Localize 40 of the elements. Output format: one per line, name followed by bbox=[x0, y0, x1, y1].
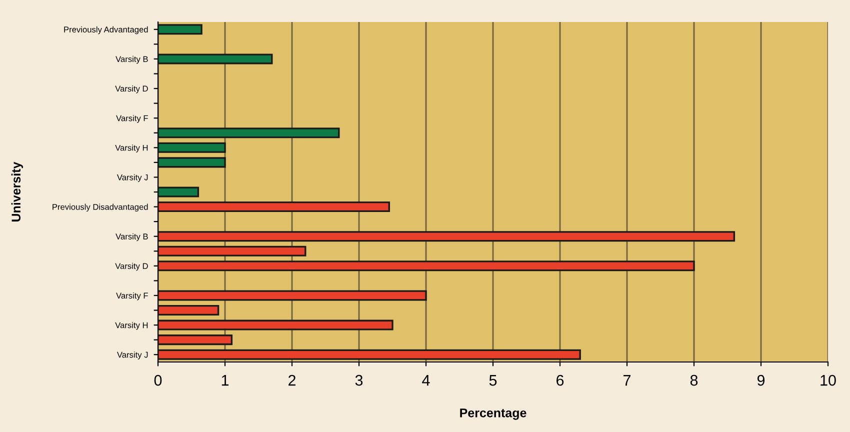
bar bbox=[158, 349, 581, 360]
y-tick-label: Varsity J bbox=[116, 174, 148, 182]
y-tick-label: Varsity H bbox=[115, 322, 148, 330]
bar bbox=[158, 246, 306, 256]
y-tick-label: Varsity D bbox=[115, 262, 148, 271]
x-tick-label: 1 bbox=[222, 375, 229, 386]
y-tick-label: Varsity F bbox=[116, 292, 148, 300]
bar bbox=[158, 290, 427, 301]
x-axis-title: Percentage bbox=[460, 408, 526, 420]
y-tick-label: Previously Disadvantaged bbox=[52, 204, 148, 212]
bar bbox=[158, 128, 340, 138]
bar bbox=[158, 157, 226, 168]
bar bbox=[158, 260, 695, 272]
y-tick-label: Previously Advantaged bbox=[64, 26, 148, 34]
x-tick-label: 2 bbox=[288, 374, 296, 386]
y-tick-label: Varsity B bbox=[116, 56, 148, 64]
bar bbox=[158, 334, 233, 346]
x-tick-label: 3 bbox=[355, 374, 363, 386]
x-tick-label: 8 bbox=[690, 374, 698, 386]
x-tick-label: 6 bbox=[556, 374, 564, 386]
y-axis-title: University bbox=[11, 162, 23, 222]
y-tick-label: Varsity F bbox=[116, 115, 148, 123]
y-tick-label: Varsity B bbox=[116, 233, 148, 242]
y-tick-label: Varsity J bbox=[116, 352, 148, 360]
x-tick-label: 0 bbox=[154, 374, 162, 386]
x-tick-label: 9 bbox=[757, 374, 765, 386]
bar bbox=[158, 231, 736, 242]
x-tick-label: 5 bbox=[489, 375, 497, 386]
x-tick-label: 10 bbox=[820, 374, 836, 386]
bar bbox=[158, 304, 220, 316]
x-tick-label: 7 bbox=[624, 375, 630, 386]
bar bbox=[158, 320, 394, 330]
y-tick-label: Varsity D bbox=[115, 86, 148, 94]
x-tick-label: 4 bbox=[422, 375, 430, 386]
y-tick-label: Varsity H bbox=[115, 144, 148, 152]
bar bbox=[158, 54, 273, 64]
bar bbox=[158, 186, 200, 198]
bar bbox=[158, 24, 202, 35]
bar bbox=[158, 142, 226, 153]
bar bbox=[158, 202, 390, 212]
